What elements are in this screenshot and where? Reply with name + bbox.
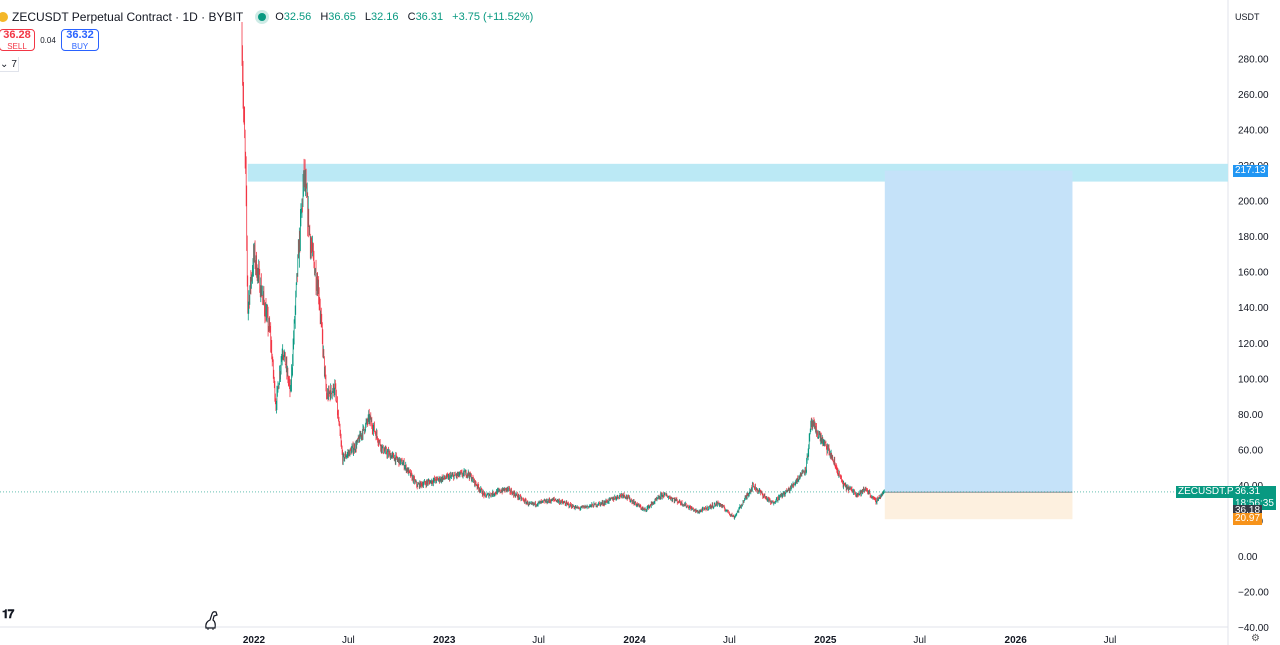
- target-price-label: 217.13: [1233, 164, 1268, 177]
- price-tick-label: 140.00: [1238, 303, 1269, 314]
- profit-zone: [884, 170, 1073, 493]
- open-value: 32.56: [283, 11, 312, 23]
- last-price-value: 36.31: [1235, 485, 1261, 497]
- high-value: 36.65: [328, 11, 356, 23]
- price-tick-label: 0.00: [1238, 552, 1258, 563]
- price-tick-label: 280.00: [1238, 55, 1269, 66]
- price-tick-label: 60.00: [1238, 445, 1263, 456]
- time-tick-label: Jul: [342, 635, 355, 645]
- open-label: O: [275, 11, 284, 23]
- chart-legend: ZECUSDT Perpetual Contract · 1D · BYBIT …: [0, 9, 539, 25]
- time-tick-label: Jul: [723, 635, 736, 645]
- dino-icon: [205, 611, 218, 630]
- indicators-count: 7: [11, 58, 17, 70]
- buy-label: BUY: [71, 41, 89, 51]
- sell-button[interactable]: 36.28 SELL: [0, 29, 35, 51]
- low-label: L: [364, 11, 372, 23]
- time-tick-label: 2023: [433, 635, 456, 645]
- close-label: C: [407, 11, 416, 23]
- low-value: 32.16: [371, 11, 399, 23]
- time-tick-label: 2025: [814, 635, 837, 645]
- close-value: 36.31: [415, 11, 444, 23]
- zcash-logo-icon: [0, 12, 8, 22]
- countdown-value: 18:56:35: [1235, 497, 1274, 509]
- tradingview-logo[interactable]: 𝟏𝟕: [2, 607, 14, 621]
- high-label: H: [320, 11, 329, 23]
- sell-label: SELL: [7, 41, 27, 51]
- symbol-tag-label: ZECUSDT.P: [1176, 485, 1236, 498]
- price-tick-label: 80.00: [1238, 410, 1263, 421]
- change-value: +3.75 (+11.52%): [452, 11, 534, 23]
- price-tick-label: −20.00: [1238, 588, 1269, 599]
- time-tick-label: Jul: [532, 635, 545, 645]
- trade-panel: 36.28 SELL 0.04 36.32 BUY: [0, 29, 99, 51]
- time-tick-label: 2026: [1005, 635, 1028, 645]
- stop-price-label: 20.97: [1233, 513, 1263, 526]
- time-tick-label: Jul: [1104, 635, 1117, 645]
- ohlc-values: O32.56 H36.65 L32.16 C36.31 +3.75 (+11.5…: [275, 11, 539, 23]
- sell-price: 36.28: [3, 28, 31, 41]
- time-tick-label: 2024: [623, 635, 646, 645]
- spread-value: 0.04: [40, 35, 56, 45]
- time-tick-label: Jul: [913, 635, 926, 645]
- chevron-down-icon: ⌄: [0, 58, 9, 70]
- price-tick-label: 160.00: [1238, 268, 1269, 279]
- time-tick-label: 2022: [243, 635, 266, 645]
- indicators-toggle[interactable]: ⌄ 7: [0, 57, 19, 72]
- price-tick-label: −40.00: [1238, 623, 1269, 634]
- target-zone: [247, 163, 1229, 182]
- price-tick-label: 100.00: [1238, 374, 1269, 385]
- price-tick-label: 240.00: [1238, 126, 1269, 137]
- stop-zone: [884, 492, 1073, 520]
- buy-price: 36.32: [66, 28, 94, 41]
- market-open-icon: [258, 13, 267, 21]
- price-tick-label: 260.00: [1238, 90, 1269, 101]
- symbol-title[interactable]: ZECUSDT Perpetual Contract · 1D · BYBIT: [12, 10, 244, 24]
- price-tick-label: 120.00: [1238, 339, 1269, 350]
- gear-icon[interactable]: ⚙: [1251, 633, 1260, 644]
- buy-button[interactable]: 36.32 BUY: [61, 29, 99, 51]
- price-tick-label: 180.00: [1238, 232, 1269, 243]
- currency-selector[interactable]: USDT: [1235, 12, 1260, 22]
- price-tick-label: 200.00: [1238, 197, 1269, 208]
